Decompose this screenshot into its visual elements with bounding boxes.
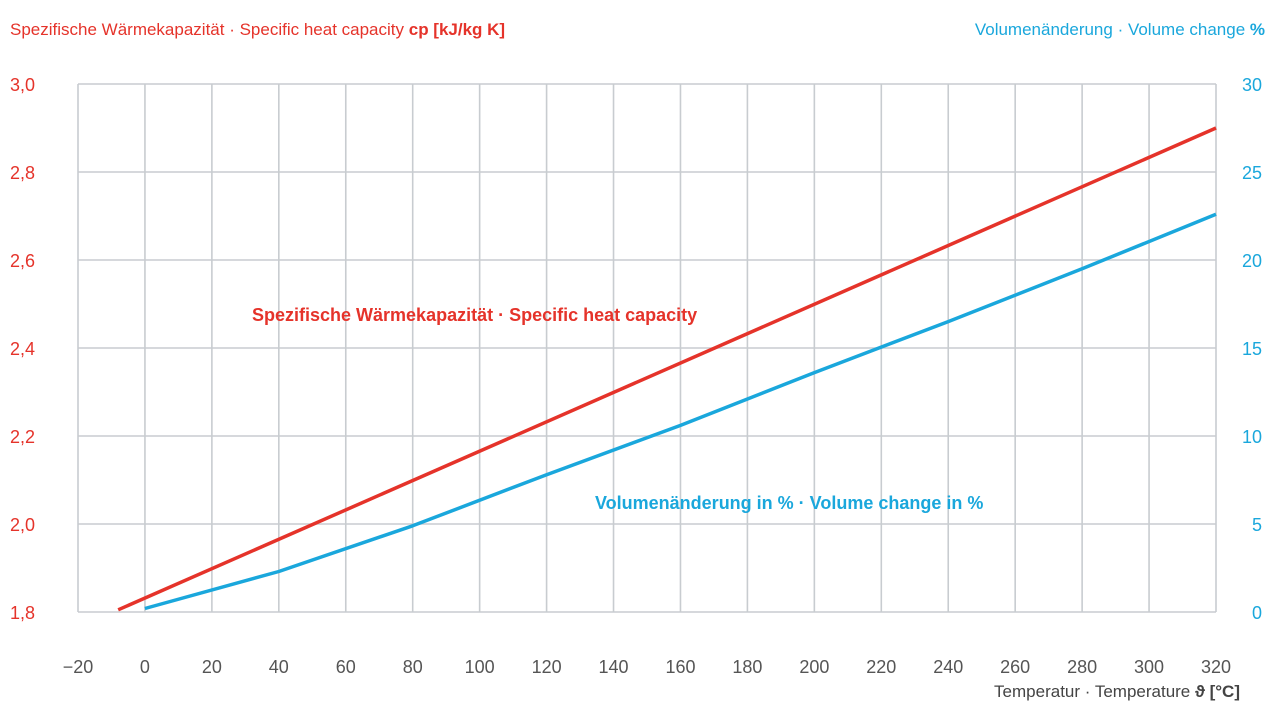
y-left-tick-label: 2,8 (10, 163, 35, 183)
x-tick-label: 140 (599, 657, 629, 677)
x-tick-label: 320 (1201, 657, 1231, 677)
x-tick-label: 100 (465, 657, 495, 677)
y-left-tick-label: 2,4 (10, 339, 35, 359)
x-tick-label: 280 (1067, 657, 1097, 677)
y-right-tick-label: 10 (1242, 427, 1262, 447)
y-left-tick-label: 3,0 (10, 75, 35, 95)
y-right-tick-label: 5 (1252, 515, 1262, 535)
series-line-volume-change (144, 212, 1217, 611)
x-tick-label: 60 (336, 657, 356, 677)
y-left-tick-label: 2,6 (10, 251, 35, 271)
x-tick-label: 180 (732, 657, 762, 677)
x-tick-label: 40 (269, 657, 289, 677)
x-tick-label: 120 (532, 657, 562, 677)
x-tick-label: 80 (403, 657, 423, 677)
x-tick-label: 220 (866, 657, 896, 677)
x-tick-label: 160 (665, 657, 695, 677)
series-label-volume-change: Volumenänderung in % · Volume change in … (595, 493, 983, 513)
y-left-tick-label: 2,0 (10, 515, 35, 535)
y-left-tick-label: 2,2 (10, 427, 35, 447)
x-tick-label: 200 (799, 657, 829, 677)
x-tick-label: 300 (1134, 657, 1164, 677)
series-label-heat-capacity: Spezifische Wärmekapazität · Specific he… (252, 305, 697, 325)
x-tick-label: −20 (63, 657, 94, 677)
right-axis-title: Volumenänderung · Volume change % (975, 20, 1265, 39)
y-right-tick-label: 30 (1242, 75, 1262, 95)
y-right-tick-label: 0 (1252, 603, 1262, 623)
left-axis-title: Spezifische Wärmekapazität · Specific he… (10, 20, 505, 39)
y-left-tick-label: 1,8 (10, 603, 35, 623)
tick-labels: −20 0 20 40 60 80 100 120 140 160 180 200 220 240 260 2… (10, 75, 1262, 677)
y-right-tick-label: 25 (1242, 163, 1262, 183)
y-right-tick-label: 20 (1242, 251, 1262, 271)
y-right-tick-label: 15 (1242, 339, 1262, 359)
x-tick-label: 260 (1000, 657, 1030, 677)
series-line-heat-capacity (117, 126, 1217, 612)
x-axis-title: Temperatur · Temperature ϑ [°C] (994, 682, 1240, 701)
x-tick-label: 20 (202, 657, 222, 677)
x-tick-label: 0 (140, 657, 150, 677)
x-tick-label: 240 (933, 657, 963, 677)
series-group (117, 126, 1217, 612)
grid (77, 83, 1217, 613)
